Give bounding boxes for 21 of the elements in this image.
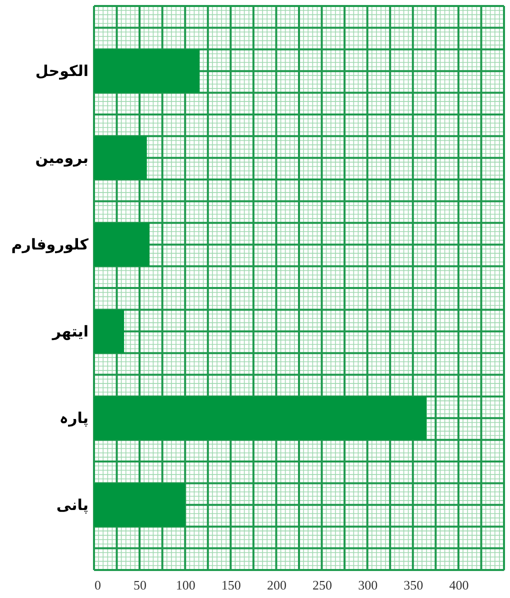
x-tick-label: 150 xyxy=(221,578,241,592)
y-tick-label: پانی xyxy=(56,496,88,514)
x-tick-label: 50 xyxy=(134,578,147,592)
y-tick-label: پارہ xyxy=(60,409,88,428)
x-tick-label: 250 xyxy=(312,578,332,592)
bar xyxy=(94,396,427,440)
x-tick-label: 400 xyxy=(449,578,469,592)
bar xyxy=(94,483,186,527)
y-tick-label: ایتھر xyxy=(51,322,88,340)
x-tick-label: 300 xyxy=(358,578,378,592)
x-tick-label: 100 xyxy=(176,578,196,592)
bar xyxy=(94,136,147,180)
x-tick-label: 200 xyxy=(266,578,286,592)
bar xyxy=(94,310,124,354)
y-tick-label: الکوحل xyxy=(35,62,88,80)
bar xyxy=(94,222,150,266)
x-tick-label: 350 xyxy=(404,578,424,592)
y-tick-label: برومین xyxy=(35,148,88,167)
bar xyxy=(94,49,200,93)
y-tick-label: کلوروفارم xyxy=(11,236,89,254)
x-tick-label: 0 xyxy=(94,578,101,592)
